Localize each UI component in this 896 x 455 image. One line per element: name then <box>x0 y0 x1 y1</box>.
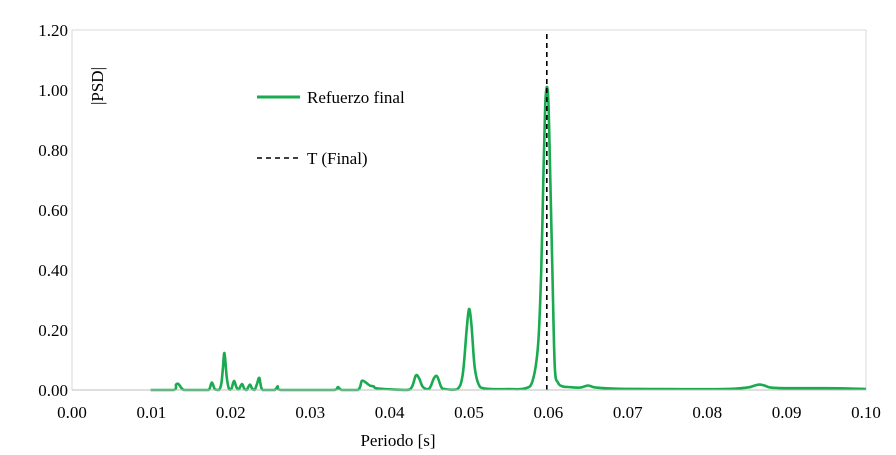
x-tick-label: 0.10 <box>851 403 881 422</box>
x-tick-label: 0.04 <box>375 403 405 422</box>
y-tick-label: 1.20 <box>38 21 68 40</box>
y-tick-label: 0.40 <box>38 261 68 280</box>
x-tick-labels: 0.00 0.01 0.02 0.03 0.04 0.05 0.06 0.07 0.08 0.09… <box>57 403 881 422</box>
x-tick-label: 0.07 <box>613 403 643 422</box>
x-tick-label: 0.08 <box>692 403 722 422</box>
x-tick-label: 0.01 <box>137 403 167 422</box>
legend: Refuerzo final T (Final) <box>257 88 405 168</box>
legend-label-t-final: T (Final) <box>307 149 368 168</box>
series-line-refuerzo-final <box>150 85 867 392</box>
plot-frame <box>71 29 867 391</box>
x-tick-label: 0.06 <box>534 403 564 422</box>
y-tick-label: 1.00 <box>38 81 68 100</box>
y-axis-title: |PSD| <box>88 67 107 105</box>
x-axis-title: Periodo [s] <box>360 431 435 450</box>
y-tick-label: 0.60 <box>38 201 68 220</box>
y-tick-label: 0.20 <box>38 321 68 340</box>
legend-label-refuerzo-final: Refuerzo final <box>307 88 405 107</box>
x-tick-label: 0.03 <box>295 403 325 422</box>
x-tick-label: 0.05 <box>454 403 484 422</box>
series-layer <box>150 30 867 392</box>
y-tick-labels: 0.00 0.20 0.40 0.60 0.80 1.00 1.20 <box>38 21 68 400</box>
x-tick-label: 0.02 <box>216 403 246 422</box>
y-tick-label: 0.00 <box>38 381 68 400</box>
x-tick-label: 0.00 <box>57 403 87 422</box>
x-tick-label: 0.09 <box>772 403 802 422</box>
y-tick-label: 0.80 <box>38 141 68 160</box>
